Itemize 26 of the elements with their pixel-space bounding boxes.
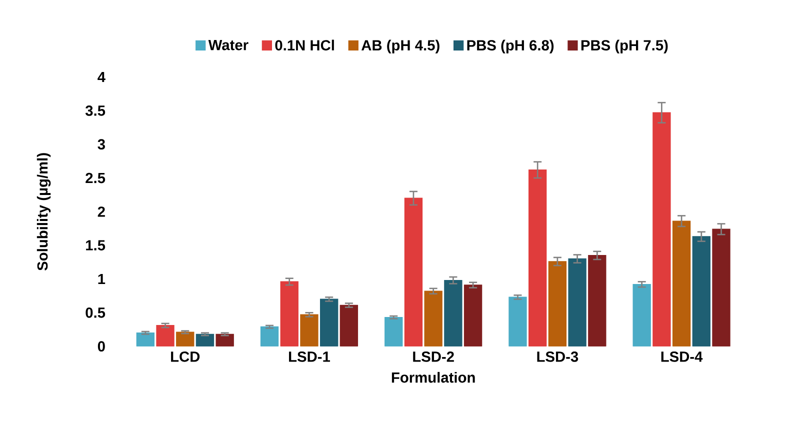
y-tick-label: 1 <box>98 274 106 284</box>
legend-label: Water <box>208 40 248 50</box>
x-axis-title: Formulation <box>392 372 475 383</box>
x-tick-label: LSD-4 <box>661 352 703 362</box>
bar <box>196 334 214 346</box>
bar <box>692 236 710 346</box>
y-tick-label: 0.5 <box>86 307 106 318</box>
y-tick-label: 3 <box>98 139 105 150</box>
bar <box>444 280 462 346</box>
y-axis-title: Solubility (µg/ml) <box>36 153 51 270</box>
x-tick-label: LSD-2 <box>413 352 454 362</box>
y-tick-label: 1.5 <box>86 240 106 250</box>
legend-label: AB (pH 4.5) <box>361 40 440 54</box>
bar <box>568 258 586 346</box>
x-tick-label: LCD <box>171 352 200 362</box>
y-tick-label: 0 <box>98 341 105 352</box>
x-tick-label: LSD-3 <box>537 352 578 362</box>
y-tick-label: 2 <box>98 206 105 217</box>
legend-label: 0.1N HCl <box>275 40 334 50</box>
x-tick-label: LSD-1 <box>289 352 330 362</box>
legend-label: PBS (pH 7.5) <box>581 40 668 54</box>
y-tick-label: 3.5 <box>85 105 106 116</box>
y-tick-label: 4 <box>98 72 106 82</box>
legend-label: PBS (pH 6.8) <box>467 40 554 54</box>
y-tick-label: 2.5 <box>86 172 106 184</box>
bar <box>320 298 338 346</box>
